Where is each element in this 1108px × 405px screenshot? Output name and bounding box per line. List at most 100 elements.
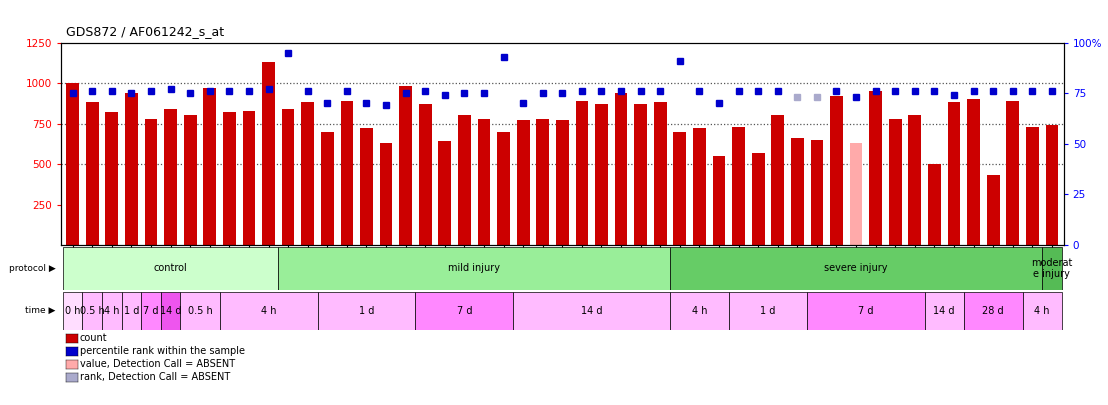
Bar	[399, 86, 412, 245]
Text: 1 d: 1 d	[124, 306, 140, 316]
Bar	[360, 128, 372, 245]
Bar	[243, 111, 255, 245]
Bar	[967, 99, 979, 245]
Bar	[318, 292, 416, 330]
Bar	[670, 292, 729, 330]
Text: control: control	[154, 263, 187, 273]
Text: 0 h: 0 h	[65, 306, 81, 316]
Bar	[161, 292, 181, 330]
Bar	[1026, 127, 1038, 245]
Bar	[278, 247, 670, 290]
Bar	[556, 120, 568, 245]
Bar	[223, 112, 236, 245]
Bar	[732, 127, 745, 245]
Text: 4 h: 4 h	[691, 306, 707, 316]
Text: percentile rank within the sample: percentile rank within the sample	[80, 346, 245, 356]
Bar	[141, 292, 161, 330]
Bar	[82, 292, 102, 330]
Text: 14 d: 14 d	[160, 306, 182, 316]
Bar	[712, 156, 726, 245]
Bar	[419, 104, 432, 245]
Text: severe injury: severe injury	[824, 263, 888, 273]
Bar	[889, 119, 902, 245]
Text: value, Detection Call = ABSENT: value, Detection Call = ABSENT	[80, 359, 235, 369]
Bar	[219, 292, 318, 330]
Text: count: count	[80, 333, 107, 343]
Bar	[181, 292, 219, 330]
Bar	[513, 292, 670, 330]
Bar	[321, 132, 334, 245]
Bar	[595, 104, 608, 245]
Bar	[439, 141, 451, 245]
Bar	[634, 104, 647, 245]
Text: 7 d: 7 d	[456, 306, 472, 316]
Bar	[380, 143, 392, 245]
Bar	[301, 102, 314, 245]
Bar	[164, 109, 177, 245]
Text: rank, Detection Call = ABSENT: rank, Detection Call = ABSENT	[80, 372, 230, 382]
Bar	[947, 102, 961, 245]
Bar	[870, 91, 882, 245]
Bar	[102, 292, 122, 330]
Bar	[987, 175, 999, 245]
Bar	[536, 119, 550, 245]
Text: time ▶: time ▶	[25, 306, 55, 315]
Bar	[654, 102, 667, 245]
Text: 1 d: 1 d	[760, 306, 776, 316]
Bar	[964, 292, 1023, 330]
Text: 0.5 h: 0.5 h	[80, 306, 104, 316]
Bar	[122, 292, 141, 330]
Text: 4 h: 4 h	[104, 306, 120, 316]
Bar	[263, 62, 275, 245]
Bar	[184, 115, 196, 245]
Text: 4 h: 4 h	[260, 306, 276, 316]
Bar	[66, 83, 79, 245]
Bar	[105, 112, 119, 245]
Text: moderat
e injury: moderat e injury	[1032, 258, 1073, 279]
Bar	[791, 138, 803, 245]
Bar	[458, 115, 471, 245]
Bar	[807, 292, 925, 330]
Bar	[925, 292, 964, 330]
Bar	[850, 143, 862, 245]
Bar	[670, 247, 1043, 290]
Bar	[516, 120, 530, 245]
Bar	[478, 119, 491, 245]
Bar	[909, 115, 921, 245]
Bar	[63, 247, 278, 290]
Bar	[692, 128, 706, 245]
Bar	[204, 88, 216, 245]
Bar	[729, 292, 807, 330]
Bar	[1023, 292, 1061, 330]
Bar	[674, 132, 686, 245]
Text: 28 d: 28 d	[983, 306, 1004, 316]
Bar	[497, 132, 510, 245]
Text: 0.5 h: 0.5 h	[187, 306, 213, 316]
Bar	[929, 164, 941, 245]
Bar	[281, 109, 295, 245]
Bar	[340, 101, 353, 245]
Bar	[575, 101, 588, 245]
Bar	[1006, 101, 1019, 245]
Bar	[830, 96, 843, 245]
Text: protocol ▶: protocol ▶	[9, 264, 55, 273]
Text: 7 d: 7 d	[858, 306, 873, 316]
Bar	[145, 119, 157, 245]
Text: 14 d: 14 d	[581, 306, 603, 316]
Text: 4 h: 4 h	[1035, 306, 1050, 316]
Bar	[416, 292, 513, 330]
Bar	[1046, 125, 1058, 245]
Text: GDS872 / AF061242_s_at: GDS872 / AF061242_s_at	[66, 26, 225, 38]
Text: 1 d: 1 d	[359, 306, 375, 316]
Bar	[63, 292, 82, 330]
Bar	[86, 102, 99, 245]
Bar	[811, 140, 823, 245]
Text: 7 d: 7 d	[143, 306, 158, 316]
Bar	[752, 153, 765, 245]
Bar	[125, 93, 137, 245]
Bar	[615, 93, 627, 245]
Text: 14 d: 14 d	[933, 306, 955, 316]
Bar	[771, 115, 784, 245]
Text: mild injury: mild injury	[448, 263, 500, 273]
Bar	[1043, 247, 1061, 290]
